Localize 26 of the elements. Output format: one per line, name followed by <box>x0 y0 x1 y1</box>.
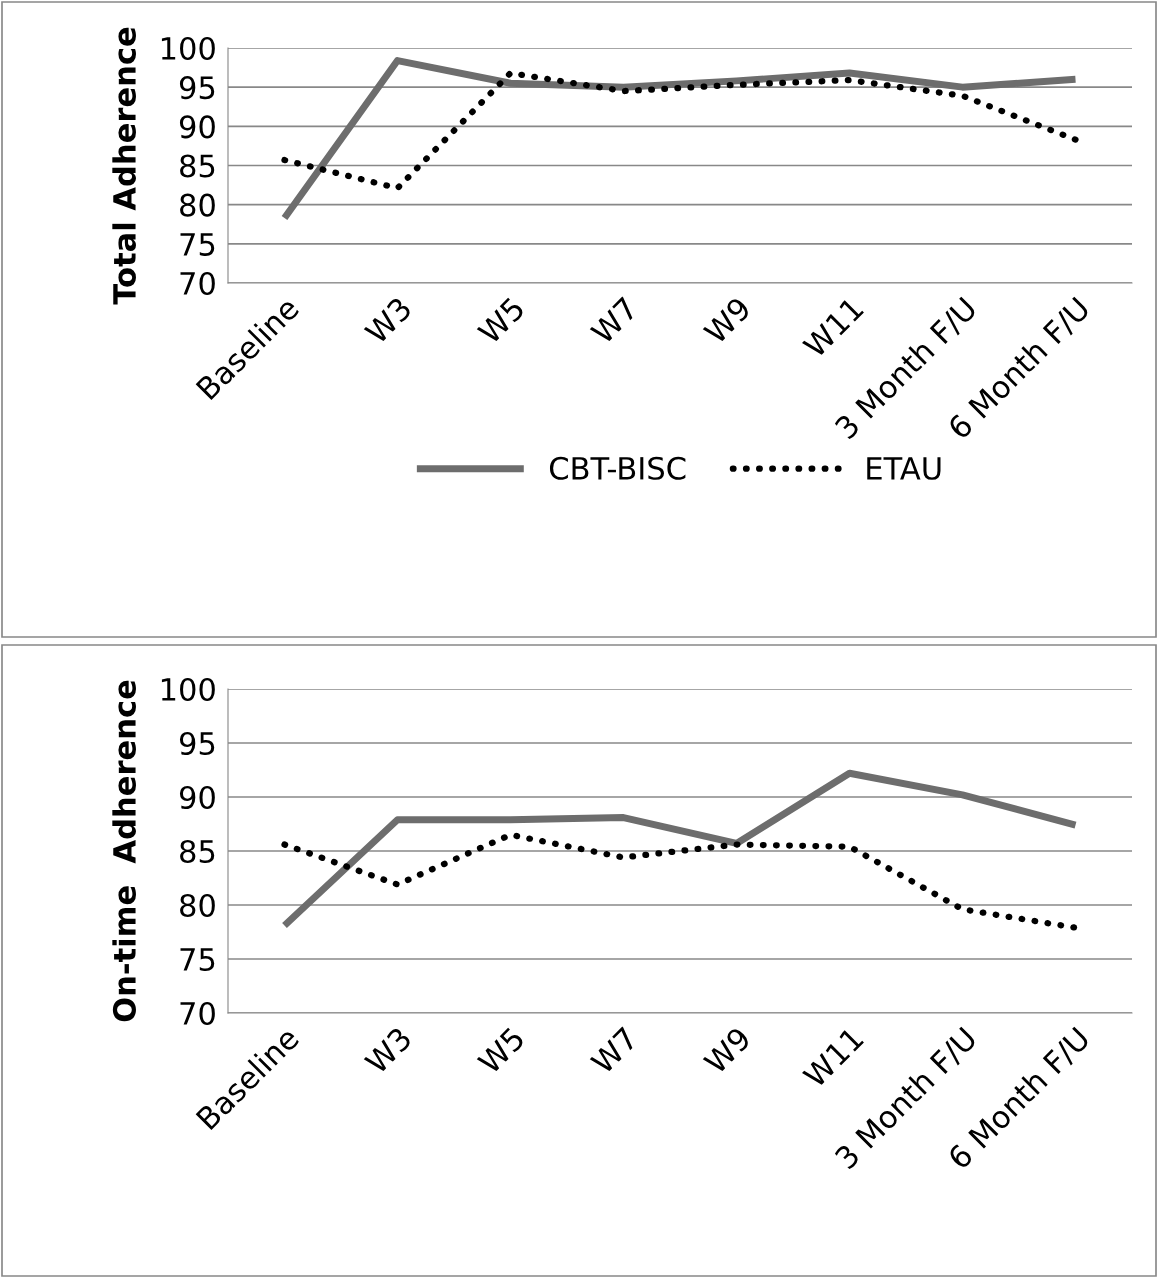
y-tick-label: 75 <box>180 948 215 972</box>
x-tick-label: W7 <box>589 296 639 345</box>
x-tick-label: W5 <box>476 296 526 346</box>
y-tick-label: 100 <box>161 36 215 61</box>
y-tick-label: 85 <box>180 839 215 864</box>
legend-label: CBT-BISC <box>549 456 686 480</box>
y-tick-label: 95 <box>179 731 215 756</box>
y-tick-label: 95 <box>179 76 215 100</box>
y-axis-title: On-time Adherence <box>112 680 136 1022</box>
y-tick-label: 70 <box>180 1001 215 1026</box>
x-tick-label: W9 <box>702 1026 752 1076</box>
x-tick-label: W9 <box>702 296 752 346</box>
y-tick-label: 80 <box>180 193 215 217</box>
y-axis-title: Total Adherence <box>112 27 136 305</box>
y-tick-label: 85 <box>180 154 215 178</box>
y-tick-label: 70 <box>180 271 215 296</box>
x-tick-label: W3 <box>363 296 413 346</box>
x-tick-label: W3 <box>363 1026 413 1076</box>
y-tick-label: 80 <box>180 893 215 918</box>
y-tick-label: 100 <box>161 677 215 702</box>
x-tick-label: W7 <box>589 1026 639 1075</box>
legend-label: ETAU <box>867 457 941 480</box>
y-tick-label: 90 <box>179 115 215 139</box>
y-tick-label: 90 <box>179 785 215 810</box>
y-tick-label: 75 <box>180 233 215 256</box>
x-tick-label: W5 <box>476 1026 526 1076</box>
